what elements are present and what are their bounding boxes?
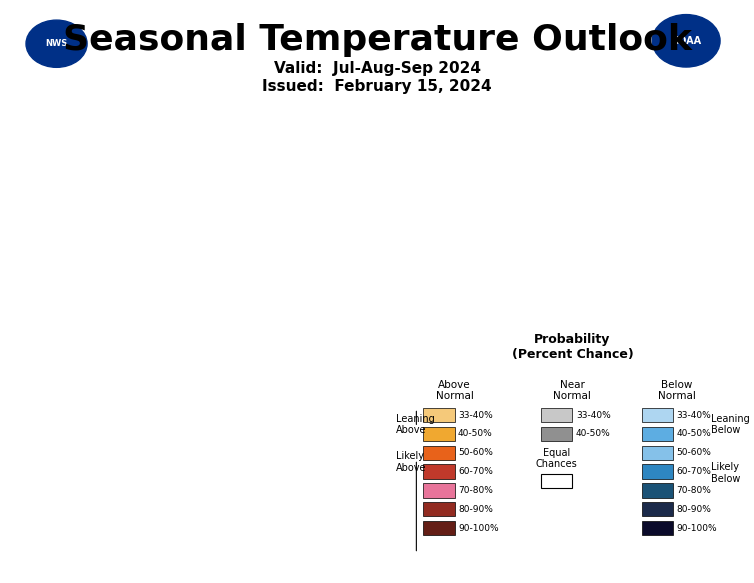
Text: Near
Normal: Near Normal [553, 380, 591, 401]
Bar [423, 521, 455, 535]
Text: Likely
Above: Likely Above [396, 451, 426, 473]
Bar [423, 483, 455, 498]
Bar [642, 521, 673, 535]
Text: 33-40%: 33-40% [676, 410, 711, 420]
Bar [642, 465, 673, 479]
Text: Probability
(Percent Chance): Probability (Percent Chance) [511, 333, 633, 361]
Bar [642, 445, 673, 460]
Text: 80-90%: 80-90% [458, 505, 493, 514]
Text: 90-100%: 90-100% [458, 524, 498, 533]
Text: 33-40%: 33-40% [458, 410, 492, 420]
Bar [423, 427, 455, 441]
Circle shape [652, 15, 720, 67]
Text: 40-50%: 40-50% [676, 430, 711, 438]
Bar [541, 408, 572, 422]
Text: 70-80%: 70-80% [676, 486, 711, 495]
Text: 90-100%: 90-100% [676, 524, 717, 533]
Bar [423, 408, 455, 422]
Bar [642, 408, 673, 422]
Bar [642, 483, 673, 498]
Text: 33-40%: 33-40% [576, 410, 611, 420]
Circle shape [26, 20, 87, 68]
Bar [642, 502, 673, 517]
Text: Issued:  February 15, 2024: Issued: February 15, 2024 [262, 79, 492, 94]
Text: Leaning
Below: Leaning Below [711, 414, 750, 436]
Bar [642, 427, 673, 441]
Text: 80-90%: 80-90% [676, 505, 711, 514]
Bar [541, 474, 572, 488]
Text: Below
Normal: Below Normal [657, 380, 695, 401]
Text: 60-70%: 60-70% [458, 467, 493, 476]
Text: Valid:  Jul-Aug-Sep 2024: Valid: Jul-Aug-Sep 2024 [274, 61, 480, 76]
Text: Leaning
Above: Leaning Above [396, 414, 434, 436]
Text: 60-70%: 60-70% [676, 467, 711, 476]
Bar [541, 427, 572, 441]
Text: Equal
Chances: Equal Chances [536, 448, 578, 469]
Text: Above
Normal: Above Normal [436, 380, 474, 401]
Bar [423, 465, 455, 479]
Text: 40-50%: 40-50% [576, 430, 611, 438]
Text: 70-80%: 70-80% [458, 486, 493, 495]
Text: NOAA: NOAA [670, 36, 702, 46]
Text: 40-50%: 40-50% [458, 430, 492, 438]
Text: Seasonal Temperature Outlook: Seasonal Temperature Outlook [63, 23, 691, 57]
Text: Likely
Below: Likely Below [711, 462, 740, 484]
Text: NWS: NWS [45, 39, 68, 48]
Text: 50-60%: 50-60% [458, 448, 493, 457]
Text: 50-60%: 50-60% [676, 448, 711, 457]
Bar [423, 502, 455, 517]
Bar [423, 445, 455, 460]
